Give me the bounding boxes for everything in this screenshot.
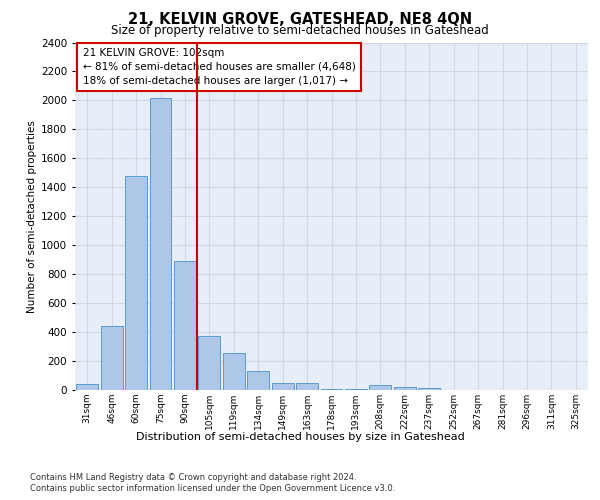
Bar xyxy=(76,384,98,390)
Bar xyxy=(247,371,269,390)
Text: Distribution of semi-detached houses by size in Gateshead: Distribution of semi-detached houses by … xyxy=(136,432,464,442)
Bar xyxy=(418,388,440,390)
Bar xyxy=(174,261,196,390)
Bar xyxy=(101,326,122,390)
Text: Contains HM Land Registry data © Crown copyright and database right 2024.: Contains HM Land Registry data © Crown c… xyxy=(30,472,356,482)
Bar xyxy=(394,387,416,390)
Text: Size of property relative to semi-detached houses in Gateshead: Size of property relative to semi-detach… xyxy=(111,24,489,37)
Y-axis label: Number of semi-detached properties: Number of semi-detached properties xyxy=(27,120,37,312)
Bar xyxy=(199,336,220,390)
Bar xyxy=(370,385,391,390)
Bar xyxy=(296,383,318,390)
Bar xyxy=(125,176,147,390)
Bar xyxy=(223,353,245,390)
Bar xyxy=(149,98,172,390)
Text: Contains public sector information licensed under the Open Government Licence v3: Contains public sector information licen… xyxy=(30,484,395,493)
Bar xyxy=(272,384,293,390)
Text: 21, KELVIN GROVE, GATESHEAD, NE8 4QN: 21, KELVIN GROVE, GATESHEAD, NE8 4QN xyxy=(128,12,472,28)
Text: 21 KELVIN GROVE: 102sqm
← 81% of semi-detached houses are smaller (4,648)
18% of: 21 KELVIN GROVE: 102sqm ← 81% of semi-de… xyxy=(83,48,356,86)
